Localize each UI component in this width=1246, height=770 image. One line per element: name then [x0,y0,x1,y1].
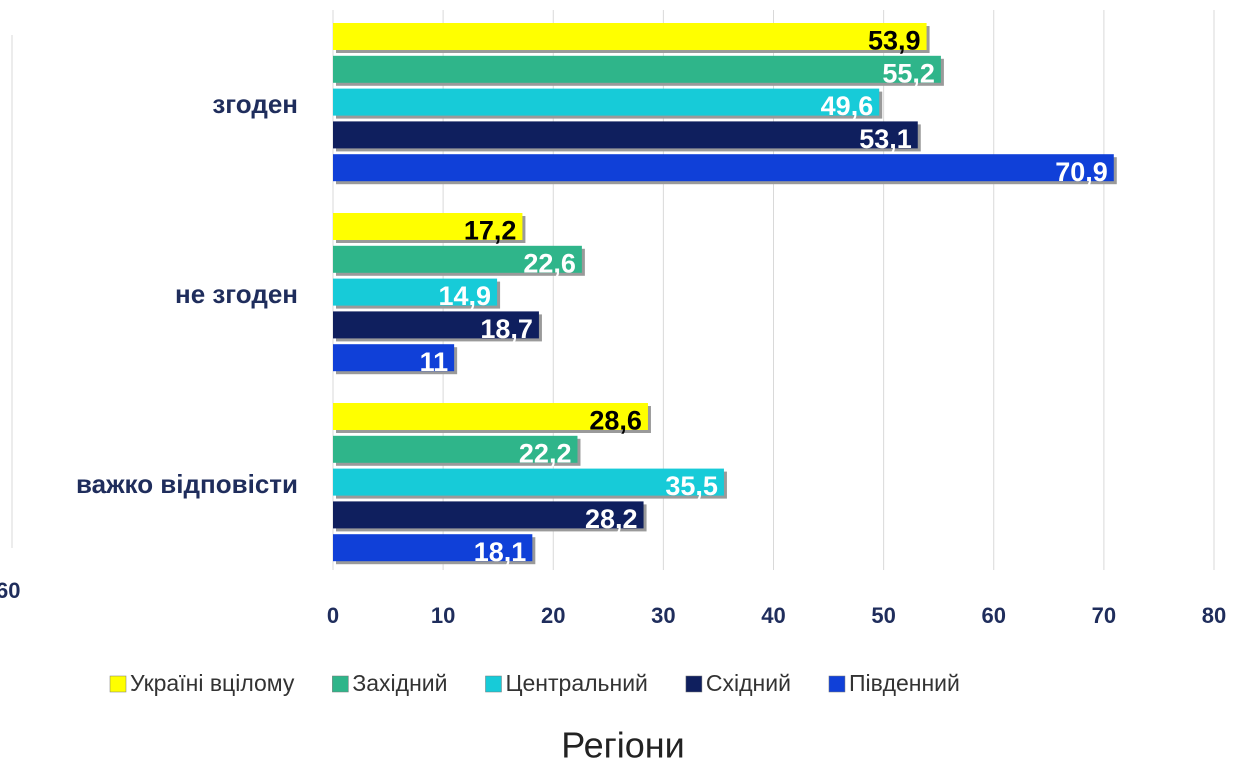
legend-swatch [685,675,703,693]
legend-label: Західний [352,670,447,696]
bar [333,55,941,83]
x-tick-label: 0 [327,603,339,628]
data-label: 28,2 [585,504,638,534]
x-tick-label: 30 [651,603,675,628]
bar [333,88,880,116]
data-label: 55,2 [882,58,935,88]
legend-swatch [828,675,846,693]
data-label: 22,6 [523,248,576,278]
x-tick-label: 70 [1092,603,1116,628]
y-tick-label: не згоден [175,279,298,309]
legend-swatch [109,675,127,693]
data-label: 53,9 [868,26,921,56]
data-label: 17,2 [464,216,517,246]
fragment-label: 60 [0,578,20,603]
data-label: 49,6 [821,91,874,121]
legend-label: Україні вцілому [130,670,295,696]
data-label: 22,2 [519,438,572,468]
bar [333,121,918,149]
bar [333,213,523,240]
y-tick-label: згоден [212,89,298,119]
x-tick-label: 40 [761,603,785,628]
y-tick-label: важко відповісти [76,469,298,499]
x-tick-label: 80 [1202,603,1226,628]
x-tick-label: 50 [871,603,895,628]
data-label: 11 [420,347,449,377]
data-label: 18,7 [480,314,533,344]
bar [333,468,724,496]
bar [333,23,927,50]
legend-label: Центральний [505,670,647,696]
bar [333,403,648,430]
x-axis-title: Регіони [561,725,685,766]
legend-swatch [332,675,349,693]
x-tick-label: 20 [541,603,565,628]
legend-swatch [485,675,502,693]
data-label: 14,9 [439,281,492,311]
bar [333,311,539,339]
data-label: 53,1 [859,124,912,154]
bar [333,501,644,529]
bar [333,344,455,372]
x-tick-label: 60 [982,603,1006,628]
bar [333,154,1114,182]
data-label: 70,9 [1055,157,1108,187]
legend-label: Східний [706,670,791,696]
legend-label: Південний [849,670,960,696]
bar [333,278,498,306]
bar [333,435,578,463]
data-label: 18,1 [474,537,527,567]
bar [333,245,582,273]
data-label: 28,6 [589,406,642,436]
data-label: 35,5 [665,471,718,501]
bar [333,534,533,562]
x-tick-label: 10 [431,603,455,628]
